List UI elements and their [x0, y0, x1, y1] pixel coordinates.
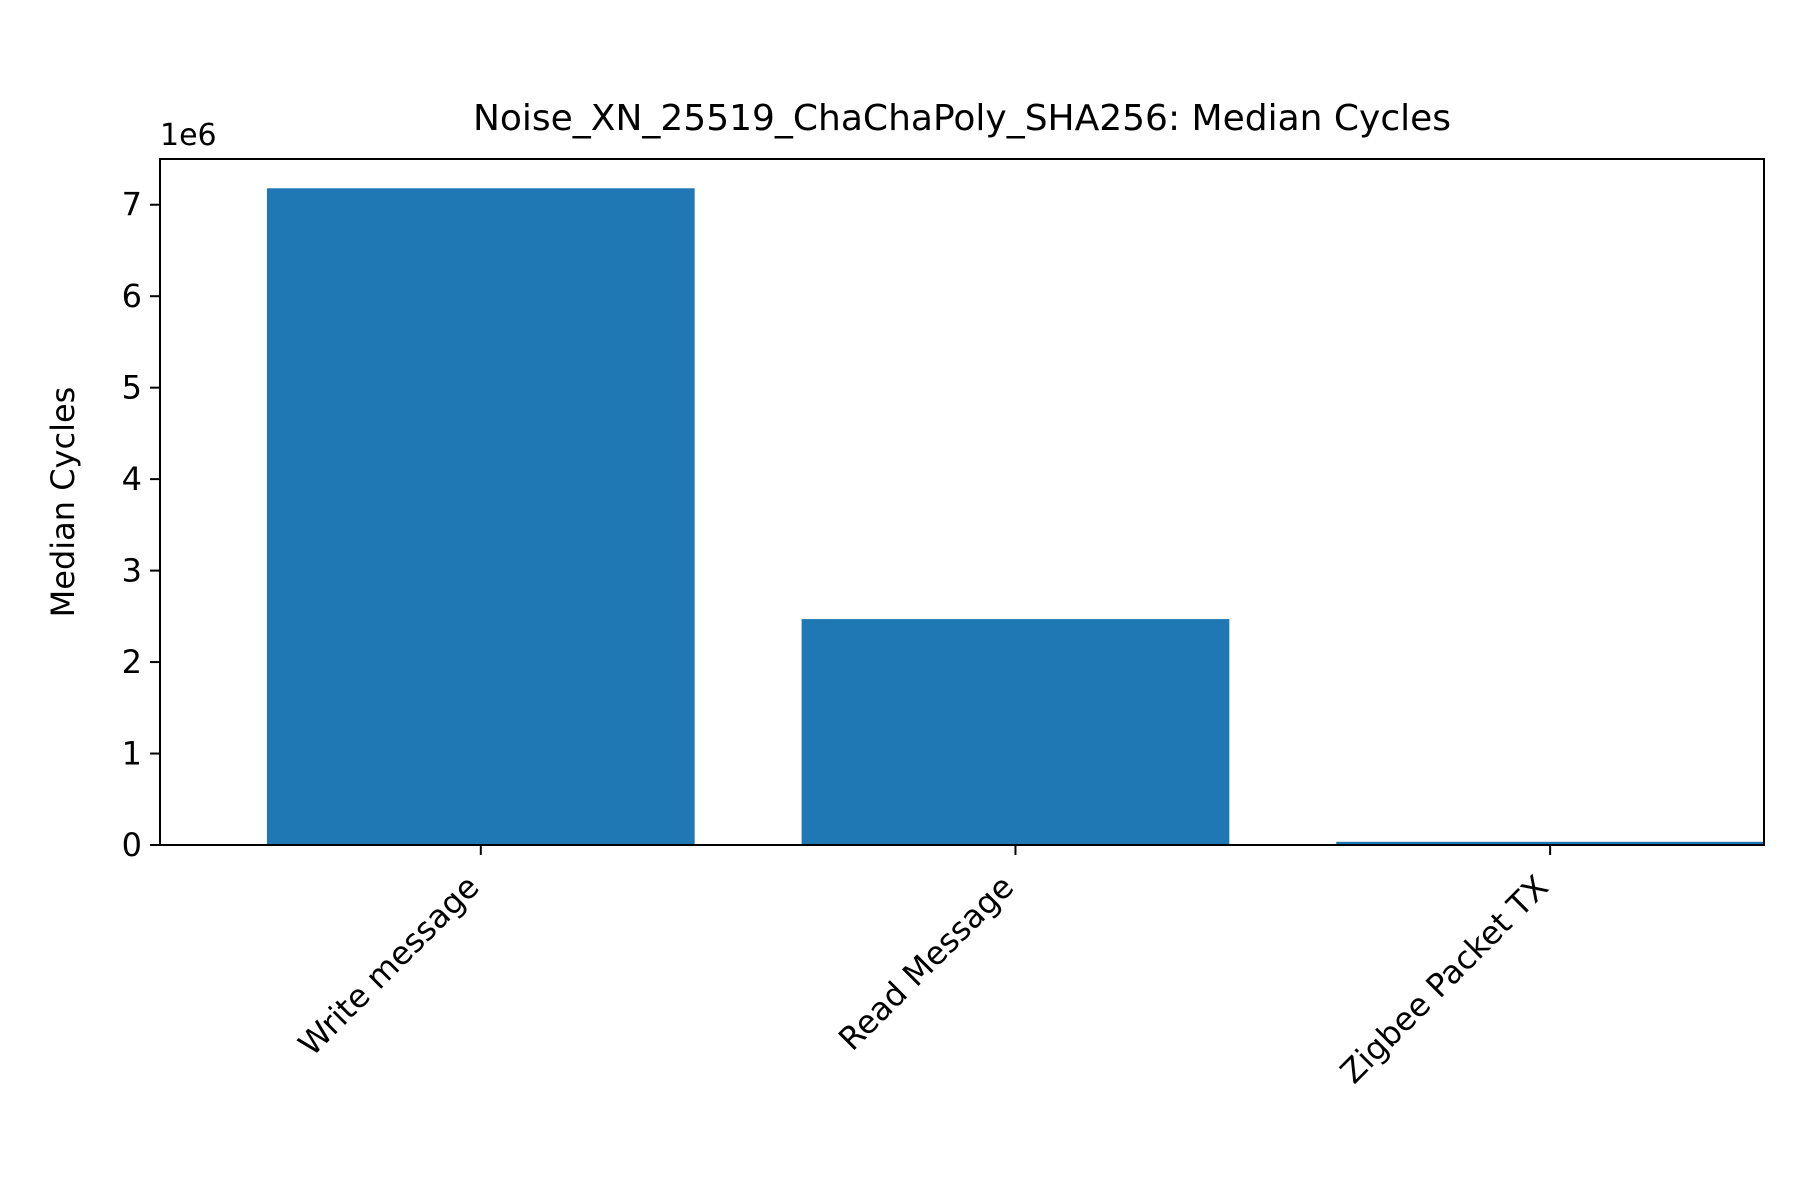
y-tick-label: 0: [122, 826, 142, 864]
bar-read-message: [801, 619, 1230, 845]
y-tick-label: 7: [122, 186, 142, 224]
y-tick-label: 1: [122, 735, 142, 773]
y-ticks-group: 0 1 2 3 4 5 6 7: [122, 186, 160, 864]
y-tick-label: 5: [122, 369, 142, 407]
y-tick-label: 3: [122, 552, 142, 590]
chart-title: Noise_XN_25519_ChaChaPoly_SHA256: Median…: [473, 98, 1451, 139]
y-tick-label: 6: [122, 277, 142, 315]
y-tick-label: 4: [122, 460, 142, 498]
y-tick-label: 2: [122, 643, 142, 681]
y-axis-label: Median Cycles: [44, 387, 82, 618]
bars-group: [266, 188, 1764, 845]
bar-zigbee-packet-tx: [1336, 841, 1764, 845]
plot-frame: [159, 158, 1765, 846]
y-axis-offset-label: 1e6: [160, 118, 217, 153]
bar-write-message: [266, 188, 695, 845]
